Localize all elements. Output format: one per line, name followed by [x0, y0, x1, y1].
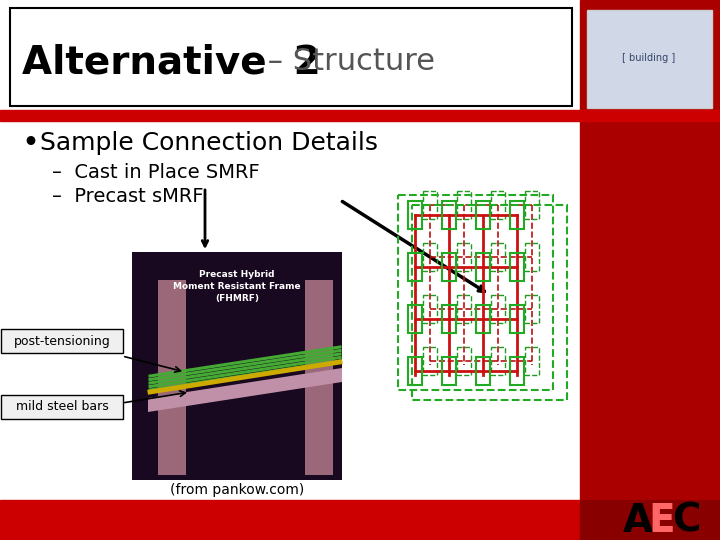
- Bar: [457, 243, 471, 271]
- Bar: [408, 253, 422, 281]
- Bar: [491, 243, 505, 271]
- Bar: [491, 295, 505, 323]
- Text: C: C: [672, 502, 701, 540]
- Bar: [476, 201, 490, 229]
- Bar: [457, 191, 471, 219]
- Bar: [510, 201, 524, 229]
- Bar: [0, 110, 720, 121]
- Bar: [158, 280, 186, 475]
- Bar: [510, 253, 524, 281]
- Bar: [476, 357, 490, 385]
- Bar: [423, 243, 437, 271]
- Bar: [442, 357, 456, 385]
- Text: –  Cast in Place SMRF: – Cast in Place SMRF: [52, 163, 260, 181]
- Bar: [412, 205, 567, 400]
- Bar: [408, 357, 422, 385]
- Bar: [457, 347, 471, 375]
- Text: mild steel bars: mild steel bars: [16, 401, 109, 414]
- Polygon shape: [148, 368, 342, 412]
- FancyBboxPatch shape: [1, 395, 123, 419]
- Bar: [491, 347, 505, 375]
- Bar: [525, 347, 539, 375]
- Bar: [587, 10, 712, 108]
- Bar: [0, 500, 720, 540]
- Bar: [491, 191, 505, 219]
- Bar: [408, 201, 422, 229]
- Text: E: E: [649, 502, 675, 540]
- Bar: [457, 295, 471, 323]
- Bar: [525, 295, 539, 323]
- Bar: [476, 253, 490, 281]
- Bar: [398, 195, 553, 390]
- Bar: [132, 252, 342, 480]
- Bar: [510, 357, 524, 385]
- Text: Alternative  2: Alternative 2: [22, 43, 320, 81]
- Bar: [305, 280, 333, 475]
- Bar: [510, 305, 524, 333]
- FancyBboxPatch shape: [1, 329, 123, 353]
- Text: Precast Hybrid
Moment Resistant Frame
(FHMRF): Precast Hybrid Moment Resistant Frame (F…: [174, 270, 301, 302]
- Text: (from pankow.com): (from pankow.com): [170, 483, 304, 497]
- Bar: [525, 191, 539, 219]
- Text: – Structure: – Structure: [258, 48, 435, 77]
- Bar: [442, 305, 456, 333]
- Text: •: •: [22, 131, 38, 155]
- Bar: [442, 201, 456, 229]
- Bar: [476, 305, 490, 333]
- Text: post-tensioning: post-tensioning: [14, 334, 110, 348]
- Text: A: A: [623, 502, 653, 540]
- Bar: [580, 500, 720, 540]
- FancyBboxPatch shape: [10, 8, 572, 106]
- Bar: [408, 305, 422, 333]
- Bar: [423, 347, 437, 375]
- Bar: [525, 243, 539, 271]
- Bar: [442, 253, 456, 281]
- Bar: [423, 191, 437, 219]
- Bar: [580, 0, 720, 540]
- Text: Sample Connection Details: Sample Connection Details: [40, 131, 378, 155]
- Text: [ building ]: [ building ]: [622, 53, 675, 63]
- Bar: [423, 295, 437, 323]
- Text: –  Precast sMRF: – Precast sMRF: [52, 187, 204, 206]
